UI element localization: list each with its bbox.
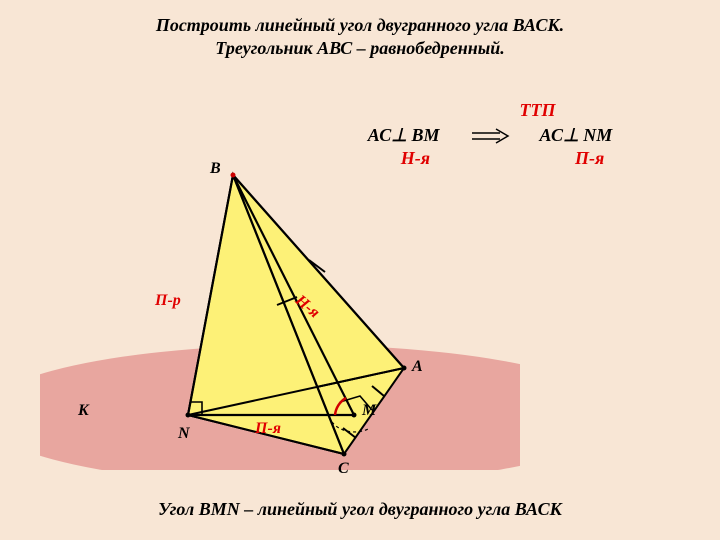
point-b [231,173,236,178]
ttp-label: ТТП [300,100,680,121]
label-c: C [338,460,349,478]
label-k: K [78,402,89,420]
point-m [352,413,357,418]
diagram: В K N M A C П-р Н-я П-я [40,130,520,470]
point-a [402,366,407,371]
formula-right: АС⊥ NМ [540,125,613,146]
label-p-r: П-р [155,292,181,310]
diagram-svg [40,130,520,470]
label-pya: П-я [575,148,604,169]
label-n: N [178,425,190,443]
title-line-1: Построить линейный угол двугранного угла… [0,14,720,37]
label-a: A [412,358,423,376]
label-b: В [210,160,221,178]
title: Построить линейный угол двугранного угла… [0,0,720,61]
label-m: M [362,402,376,420]
footer-text: Угол ВМN – линейный угол двугранного угл… [158,499,562,519]
footer: Угол ВМN – линейный угол двугранного угл… [0,499,720,520]
point-n [186,413,191,418]
label-p-ya: П-я [255,420,281,438]
title-line-2: Треугольник АВС – равнобедренный. [0,37,720,60]
point-c [342,452,347,457]
